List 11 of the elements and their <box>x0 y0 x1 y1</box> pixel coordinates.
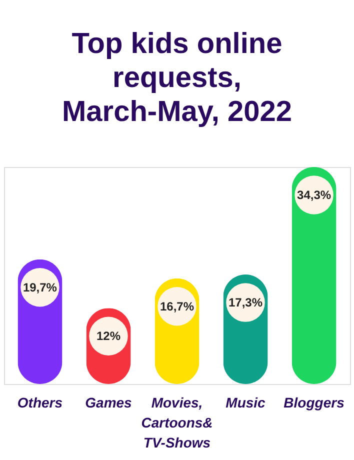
data-label: 34,3% <box>297 188 332 202</box>
x-tick-label: Games <box>85 394 132 410</box>
data-label: 12% <box>96 329 121 344</box>
x-tick-label: Movies, Cartoons& TV-Shows <box>141 394 213 450</box>
x-tick-label: Bloggers <box>284 394 345 410</box>
x-tick-label: Others <box>17 394 63 410</box>
x-tick-label: Music <box>226 394 266 410</box>
chart-title: Top kids online requests, March-May, 2022 <box>62 28 292 128</box>
data-label: 16,7% <box>160 299 194 314</box>
data-label: 17,3% <box>228 296 263 310</box>
data-label: 19,7% <box>22 280 58 294</box>
